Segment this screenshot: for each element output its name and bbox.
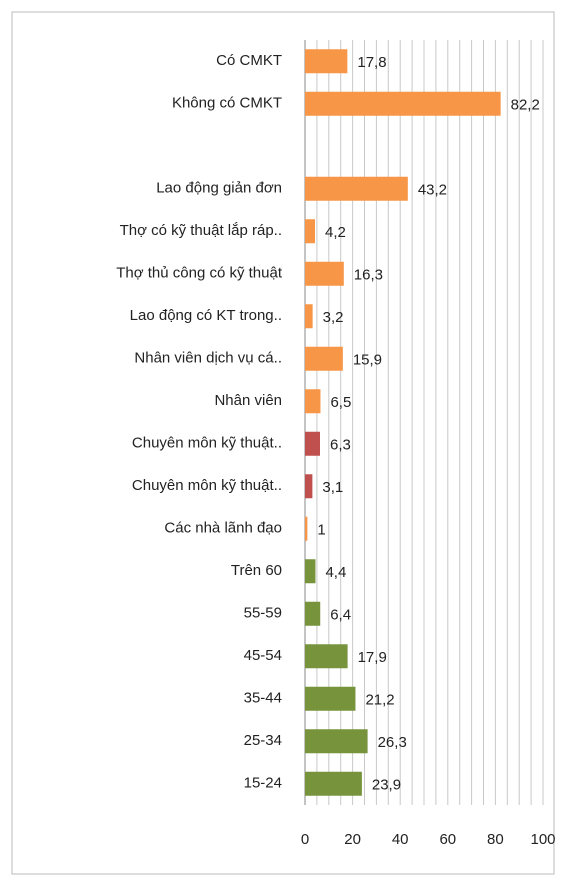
x-tick-label: 40: [392, 831, 409, 848]
value-label: 6,3: [330, 437, 351, 454]
y-tick-label: Chuyên môn kỹ thuật..: [132, 435, 282, 452]
bar: [305, 559, 316, 584]
y-tick-label: Không có CMKT: [172, 95, 282, 112]
value-label: 1: [317, 522, 325, 539]
bar: [305, 601, 321, 626]
y-tick-label: Thợ có kỹ thuật lắp ráp..: [120, 222, 282, 239]
x-tick-label: 20: [344, 831, 361, 848]
value-label: 43,2: [418, 182, 447, 199]
bar: [305, 644, 348, 669]
bar: [305, 389, 321, 414]
value-label: 15,9: [353, 352, 382, 369]
value-label: 26,3: [378, 734, 407, 751]
y-tick-label: Nhân viên: [214, 392, 282, 409]
y-tick-label: 15-24: [244, 775, 282, 792]
bar: [305, 729, 368, 754]
y-tick-label: Lao động giản đơn: [156, 180, 282, 197]
bar: [305, 431, 320, 456]
y-tick-label: 55-59: [244, 605, 282, 622]
bar: [305, 219, 315, 244]
value-label: 16,3: [354, 267, 383, 284]
value-label: 3,2: [323, 309, 344, 326]
y-tick-label: Trên 60: [231, 562, 282, 579]
y-tick-label: Các nhà lãnh đạo: [164, 520, 282, 537]
bar: [305, 91, 501, 116]
y-tick-label: 35-44: [244, 690, 282, 707]
x-tick-label: 0: [301, 831, 309, 848]
value-label: 17,8: [357, 54, 386, 71]
bar: [305, 261, 344, 286]
bar: [305, 516, 308, 541]
bar: [305, 686, 356, 711]
y-tick-label: Lao động có KT trong..: [130, 307, 282, 324]
value-label: 6,5: [330, 394, 351, 411]
bar: [305, 474, 313, 499]
x-tick-label: 80: [487, 831, 504, 848]
y-tick-label: Thợ thủ công có kỹ thuật: [116, 265, 283, 282]
value-label: 4,2: [325, 224, 346, 241]
y-tick-label: Có CMKT: [216, 52, 282, 69]
value-label: 3,1: [322, 479, 343, 496]
y-tick-label: 45-54: [244, 647, 282, 664]
value-label: 4,4: [325, 564, 346, 581]
x-tick-label: 60: [439, 831, 456, 848]
value-label: 82,2: [511, 97, 540, 114]
y-tick-label: Nhân viên dịch vụ cá..: [134, 350, 282, 367]
bar: [305, 346, 343, 371]
y-tick-label: Chuyên môn kỹ thuật..: [132, 477, 282, 494]
value-label: 21,2: [365, 692, 394, 709]
bar: [305, 304, 313, 329]
y-tick-label: 25-34: [244, 732, 282, 749]
bar: [305, 771, 362, 796]
chart-frame: [11, 11, 555, 875]
x-tick-label: 100: [530, 831, 555, 848]
value-label: 6,4: [330, 607, 351, 624]
bar: [305, 49, 348, 74]
value-label: 17,9: [358, 649, 387, 666]
bar: [305, 176, 408, 201]
value-label: 23,9: [372, 777, 401, 794]
